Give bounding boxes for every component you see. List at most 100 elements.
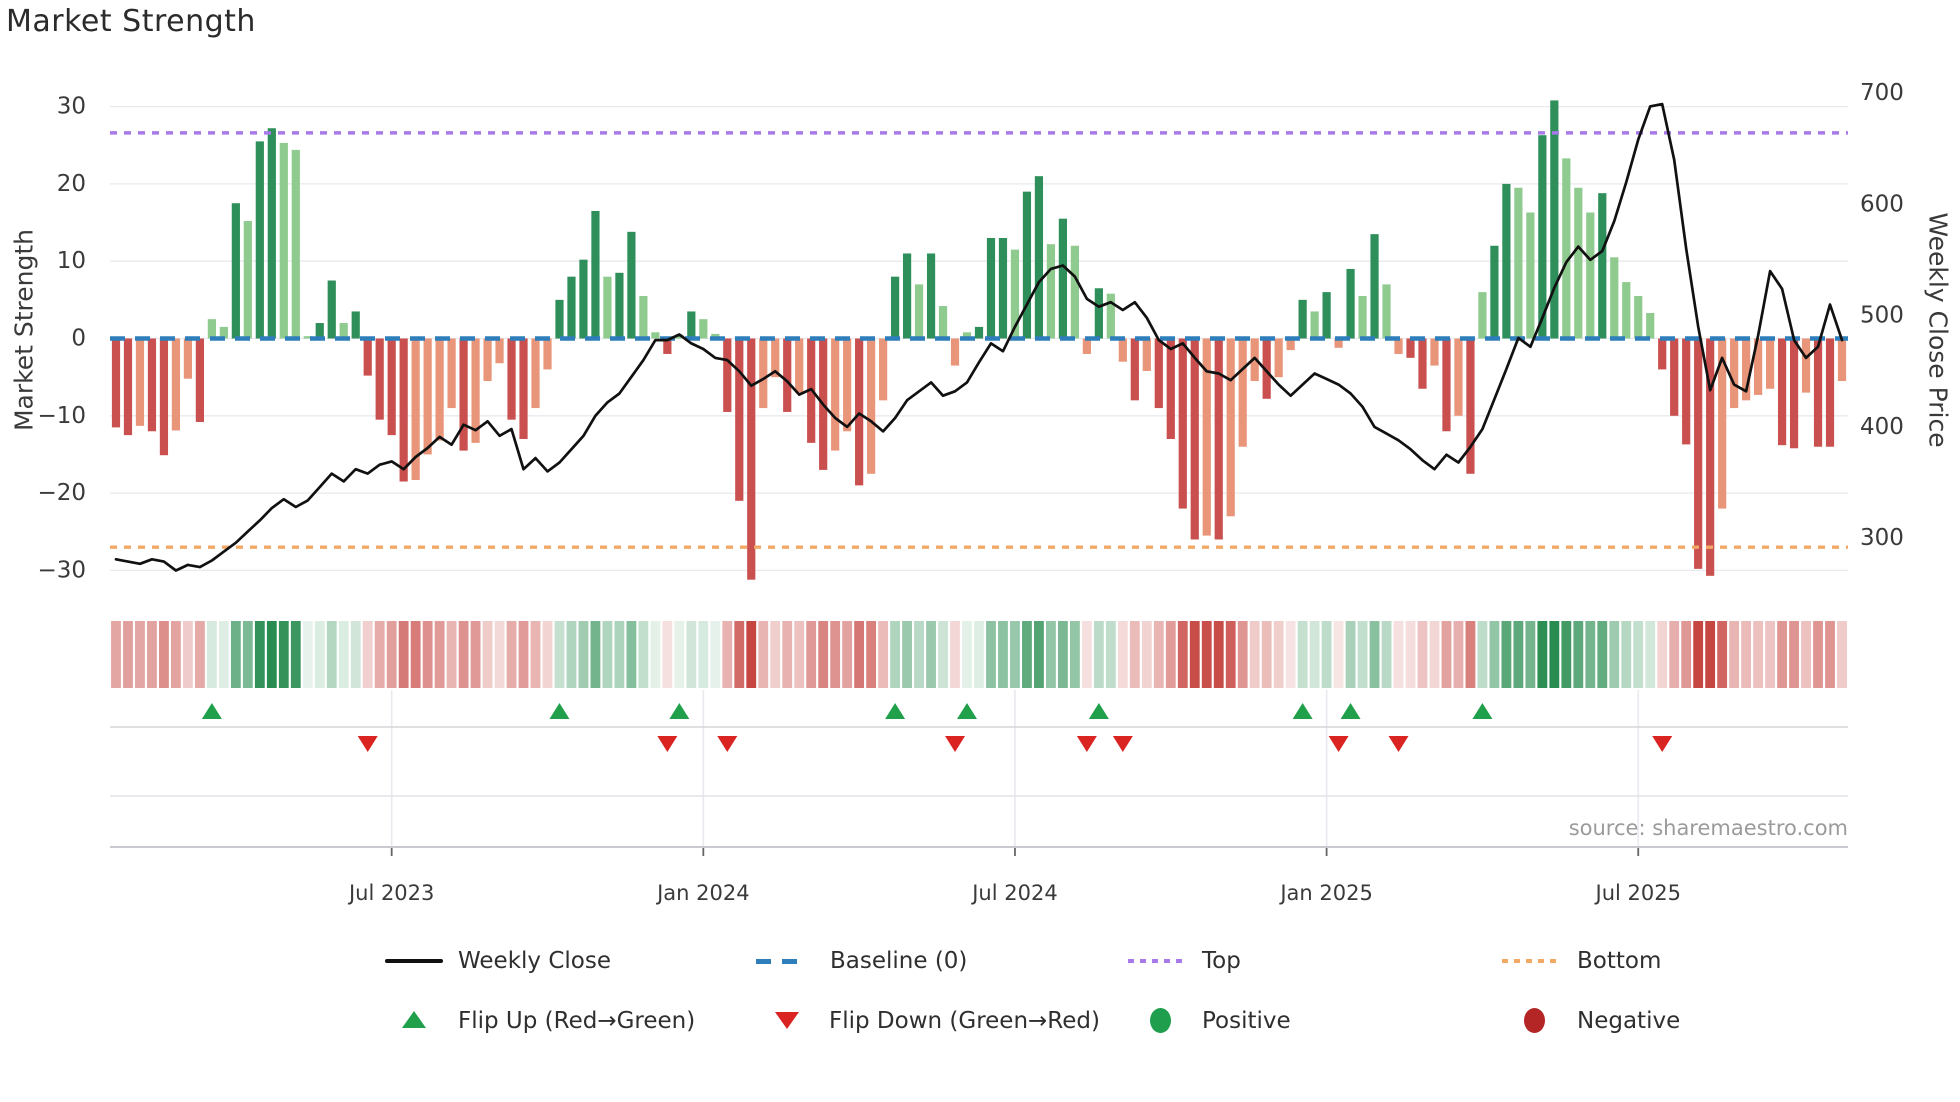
legend-baseline: Baseline (0) xyxy=(830,948,968,974)
strength-bar xyxy=(687,311,696,339)
strength-bar xyxy=(1166,338,1175,439)
strength-bar xyxy=(771,338,780,378)
heatmap-cell xyxy=(398,621,409,688)
strength-bar xyxy=(1765,338,1775,389)
strength-bar xyxy=(1694,338,1703,569)
strength-bar xyxy=(1106,293,1115,339)
heatmap-cell xyxy=(746,621,757,688)
heatmap-cell xyxy=(1525,621,1536,688)
strength-bar xyxy=(483,338,492,382)
heatmap-cell xyxy=(1825,621,1835,688)
strength-bar xyxy=(603,276,612,339)
right-y-tick-label: 300 xyxy=(1860,525,1904,551)
strength-bar xyxy=(1274,338,1283,378)
strength-bar xyxy=(579,259,588,339)
strength-bar xyxy=(974,326,984,339)
strength-bar xyxy=(375,338,384,420)
strength-bar xyxy=(123,338,133,436)
heatmap-cell xyxy=(1657,621,1668,688)
flip-down-marker xyxy=(1388,736,1409,752)
heatmap-cell xyxy=(710,621,721,688)
strength-bar xyxy=(1466,338,1475,474)
flip-up-marker xyxy=(201,703,222,719)
strength-bar xyxy=(1394,338,1403,354)
strength-bar xyxy=(1454,338,1463,416)
strength-bar xyxy=(890,276,900,339)
left-y-tick-label: 20 xyxy=(57,171,86,197)
strength-bar xyxy=(831,338,840,451)
strength-bar xyxy=(1490,245,1499,339)
strength-bar xyxy=(231,203,240,339)
flip-down-marker xyxy=(357,736,378,752)
legend-top: Top xyxy=(1202,948,1241,974)
strength-bar xyxy=(759,338,768,409)
right-y-tick-label: 500 xyxy=(1860,303,1904,329)
strength-bar xyxy=(519,338,528,439)
heatmap-cell xyxy=(590,621,601,688)
strength-bar xyxy=(1718,338,1727,509)
heatmap-cell xyxy=(602,621,613,688)
heatmap-cell xyxy=(1537,621,1548,688)
heatmap-cell xyxy=(171,621,181,688)
heatmap-cell xyxy=(734,621,745,688)
heatmap-cell xyxy=(938,621,948,688)
heatmap-cell xyxy=(1621,621,1632,688)
heatmap-cell xyxy=(194,621,205,688)
strength-bar xyxy=(387,338,396,436)
heatmap-cell xyxy=(662,621,673,688)
heatmap-cell xyxy=(326,621,337,688)
strength-bar xyxy=(1574,187,1583,339)
heatmap-cell xyxy=(446,621,457,688)
heatmap-cell xyxy=(1801,621,1811,688)
strength-bar xyxy=(1118,338,1127,362)
flip-down-marker xyxy=(1652,736,1673,752)
heatmap-cell xyxy=(506,621,517,688)
strength-bar xyxy=(1370,234,1379,339)
strength-bar xyxy=(1130,338,1139,401)
baseline-dash-swatch xyxy=(756,959,806,964)
strength-bar xyxy=(855,338,864,486)
left-y-tick-label: −30 xyxy=(37,557,86,583)
heatmap-cell xyxy=(890,621,901,688)
heatmap-cell xyxy=(998,621,1008,688)
strength-bar xyxy=(1538,135,1547,339)
strength-bar xyxy=(207,319,216,339)
heatmap-cell xyxy=(578,621,589,688)
heatmap-cell xyxy=(974,621,984,688)
heatmap-cell xyxy=(914,621,924,688)
strength-bar xyxy=(363,338,372,376)
strength-bar xyxy=(1442,338,1451,432)
legend-positive: Positive xyxy=(1202,1008,1291,1034)
heatmap-cell xyxy=(230,621,241,688)
heatmap-cell xyxy=(566,621,577,688)
strength-bar xyxy=(291,149,300,339)
heatmap-cell xyxy=(290,621,301,688)
heatmap-cell xyxy=(1465,621,1476,688)
strength-bar xyxy=(171,338,181,431)
flip-down-marker xyxy=(717,736,738,752)
heatmap-cell xyxy=(1489,621,1500,688)
heatmap-cell xyxy=(1585,621,1596,688)
strength-bar xyxy=(914,284,924,339)
strength-bar xyxy=(1034,176,1044,339)
strength-bar xyxy=(699,319,708,339)
flip-down-marker xyxy=(1328,736,1349,752)
strength-bar xyxy=(255,141,264,339)
strength-bar xyxy=(950,338,960,366)
left-y-tick-label: −20 xyxy=(37,480,86,506)
heatmap-cell xyxy=(410,621,421,688)
strength-bar xyxy=(1682,338,1691,445)
heatmap-cell xyxy=(1405,621,1416,688)
heatmap-cell xyxy=(1645,621,1656,688)
strength-bar xyxy=(327,280,336,339)
heatmap-cell xyxy=(1633,621,1644,688)
left-y-tick-label: −10 xyxy=(37,403,86,429)
strength-bar xyxy=(1646,312,1655,339)
strength-bar xyxy=(279,142,288,339)
strength-bar xyxy=(159,338,169,456)
heatmap-cell xyxy=(1837,621,1847,688)
top-dotted-swatch xyxy=(1128,959,1186,963)
strength-bar xyxy=(843,338,852,432)
heatmap-cell xyxy=(650,621,661,688)
flip-up-marker xyxy=(669,703,690,719)
